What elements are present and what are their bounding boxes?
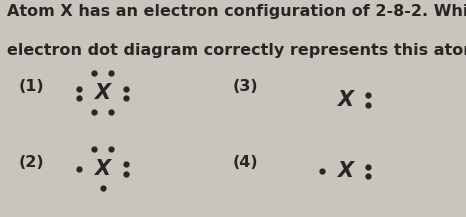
Text: electron dot diagram correctly represents this atom?: electron dot diagram correctly represent…	[7, 43, 466, 58]
Text: X: X	[337, 90, 353, 110]
Text: (3): (3)	[233, 79, 259, 94]
Text: (4): (4)	[233, 155, 259, 170]
Text: X: X	[337, 161, 353, 181]
Text: (1): (1)	[19, 79, 44, 94]
Text: (2): (2)	[19, 155, 44, 170]
Text: Atom X has an electron configuration of 2-8-2. Which: Atom X has an electron configuration of …	[7, 4, 466, 19]
Text: X: X	[95, 83, 110, 103]
Text: X: X	[95, 159, 110, 179]
